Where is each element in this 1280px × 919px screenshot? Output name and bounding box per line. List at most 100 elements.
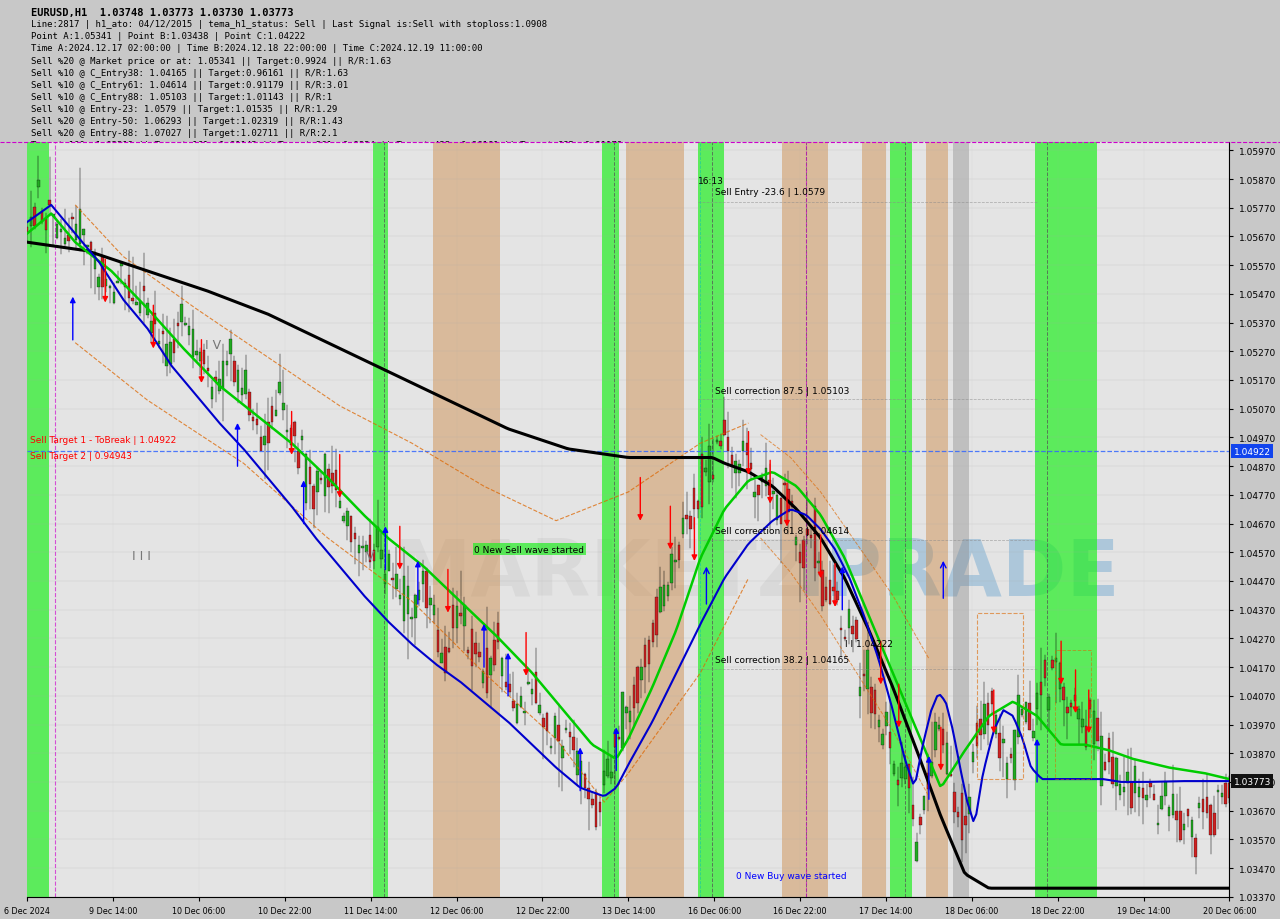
Bar xyxy=(667,584,669,596)
Bar xyxy=(836,592,838,601)
Text: Sell %10 @ C_Entry38: 1.04165 || Target:0.96161 || R/R:1.63: Sell %10 @ C_Entry38: 1.04165 || Target:… xyxy=(31,69,348,77)
Bar xyxy=(731,456,733,466)
Bar xyxy=(900,764,902,778)
Bar xyxy=(248,392,251,415)
Bar xyxy=(140,302,141,313)
Text: Time A:2024.12.17 02:00:00 | Time B:2024.12.18 22:00:00 | Time C:2024.12.19 11:0: Time A:2024.12.17 02:00:00 | Time B:2024… xyxy=(31,44,483,53)
Bar xyxy=(82,231,84,235)
Bar xyxy=(268,423,270,443)
Bar xyxy=(696,502,699,509)
Bar xyxy=(1034,142,1097,897)
Bar xyxy=(392,578,394,581)
Text: Sell %20 @ Entry-88: 1.07027 || Target:1.02711 || R/R:2.1: Sell %20 @ Entry-88: 1.07027 || Target:1… xyxy=(31,129,337,138)
Bar xyxy=(1002,739,1005,743)
Text: Sell correction 61.8 | 1.04614: Sell correction 61.8 | 1.04614 xyxy=(714,527,849,536)
Bar xyxy=(305,454,307,504)
Bar xyxy=(803,540,805,568)
Bar xyxy=(380,550,383,560)
Bar xyxy=(950,775,952,777)
Bar xyxy=(946,743,948,774)
Bar xyxy=(1149,783,1152,788)
Bar xyxy=(361,547,364,549)
Bar xyxy=(293,423,296,437)
Bar xyxy=(1043,660,1046,678)
Bar xyxy=(1107,739,1110,763)
Bar xyxy=(1130,783,1133,808)
Bar xyxy=(671,554,673,584)
Bar xyxy=(602,142,618,897)
Bar xyxy=(136,303,138,305)
Bar xyxy=(595,793,598,827)
Bar xyxy=(934,721,937,750)
Bar xyxy=(954,792,955,812)
Bar xyxy=(584,775,586,789)
Bar xyxy=(429,598,431,605)
Bar xyxy=(105,280,108,286)
Bar xyxy=(814,506,817,568)
Bar xyxy=(535,673,538,703)
Bar xyxy=(165,345,168,367)
Bar xyxy=(1085,727,1088,747)
Bar xyxy=(124,283,127,288)
Bar xyxy=(979,720,982,735)
Bar xyxy=(960,793,963,841)
Bar xyxy=(339,501,342,508)
Bar xyxy=(353,533,356,539)
Bar xyxy=(874,690,877,715)
Bar xyxy=(407,586,410,615)
Bar xyxy=(116,281,119,284)
Bar xyxy=(791,502,794,508)
Bar xyxy=(591,799,594,805)
Bar xyxy=(867,651,869,689)
Bar xyxy=(692,488,695,510)
Text: Sell %10 @ Entry-23: 1.0579 || Target:1.01535 || R/R:1.29: Sell %10 @ Entry-23: 1.0579 || Target:1.… xyxy=(31,105,337,114)
Text: Sell Target 2 | 0.94943: Sell Target 2 | 0.94943 xyxy=(29,452,132,461)
Bar xyxy=(952,142,969,897)
Text: 0 New Sell wave started: 0 New Sell wave started xyxy=(475,545,585,554)
Bar xyxy=(448,648,451,652)
Bar xyxy=(1103,763,1106,771)
Bar xyxy=(188,326,191,335)
Bar xyxy=(810,535,813,539)
Bar xyxy=(904,767,906,779)
Bar xyxy=(275,411,276,416)
Bar xyxy=(485,648,488,693)
Bar xyxy=(576,751,579,775)
Bar xyxy=(719,441,722,447)
Bar xyxy=(29,218,32,227)
Bar xyxy=(297,452,300,469)
Bar xyxy=(271,407,274,423)
Bar xyxy=(689,516,691,529)
Text: IPRADE: IPRADE xyxy=(796,535,1120,610)
Bar xyxy=(1055,650,1091,779)
Bar xyxy=(1070,703,1073,708)
Bar xyxy=(399,596,402,599)
Bar xyxy=(1059,664,1061,689)
Bar xyxy=(403,576,406,621)
Bar xyxy=(343,516,344,521)
Bar xyxy=(832,587,835,592)
Bar xyxy=(332,474,334,486)
Bar xyxy=(708,447,710,482)
Bar xyxy=(384,575,387,584)
Bar xyxy=(308,468,311,484)
Bar xyxy=(655,597,658,636)
Bar xyxy=(870,687,873,713)
Bar xyxy=(177,324,179,327)
Bar xyxy=(580,761,582,788)
Bar xyxy=(244,370,247,394)
Bar xyxy=(776,496,778,520)
Bar xyxy=(783,483,786,486)
Bar xyxy=(256,420,259,425)
Bar xyxy=(417,590,420,601)
Bar xyxy=(1221,793,1224,798)
Bar xyxy=(415,595,416,618)
Bar xyxy=(241,389,243,395)
Bar xyxy=(942,730,945,744)
Bar xyxy=(543,719,545,728)
Bar xyxy=(659,587,662,612)
Bar xyxy=(72,218,73,220)
Bar xyxy=(782,142,828,897)
Bar xyxy=(512,701,515,708)
Bar xyxy=(1210,805,1212,835)
